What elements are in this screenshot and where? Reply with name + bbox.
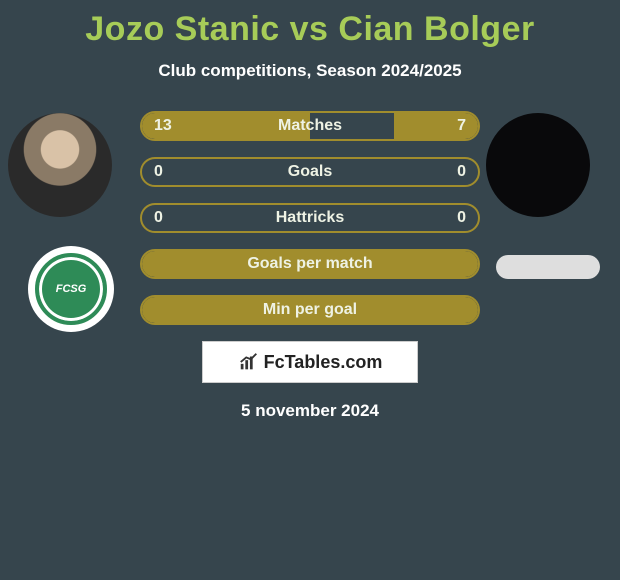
player-left-avatar: [8, 113, 112, 217]
stat-bar-fill-full: [142, 297, 478, 323]
stat-bar-fill-right: [394, 113, 478, 139]
player-right-avatar: [486, 113, 590, 217]
stat-row: Goals per match: [140, 249, 480, 279]
chart-icon: [238, 351, 260, 373]
stat-bar-track: [140, 157, 480, 187]
stat-row: Min per goal: [140, 295, 480, 325]
player-right-club-badge: [496, 255, 600, 279]
date-text: 5 november 2024: [0, 401, 620, 421]
stat-bar-track: [140, 203, 480, 233]
stat-bar-fill-left: [142, 113, 310, 139]
stat-bar-fill-full: [142, 251, 478, 277]
brand-text: FcTables.com: [264, 352, 383, 373]
stat-bar-track: [140, 249, 480, 279]
page-title: Jozo Stanic vs Cian Bolger: [0, 0, 620, 49]
stat-row: Goals00: [140, 157, 480, 187]
player-left-club-badge: [28, 246, 114, 332]
stat-bar-track: [140, 295, 480, 325]
stat-row: Hattricks00: [140, 203, 480, 233]
club-badge-inner: [35, 253, 107, 325]
stat-bar-track: [140, 111, 480, 141]
stat-bars: Matches137 Goals00 Hattricks00 Goals per ma…: [140, 111, 480, 325]
brand-box: FcTables.com: [202, 341, 418, 383]
comparison-panel: Matches137 Goals00 Hattricks00 Goals per ma…: [0, 111, 620, 421]
subtitle: Club competitions, Season 2024/2025: [0, 61, 620, 81]
stat-row: Matches137: [140, 111, 480, 141]
